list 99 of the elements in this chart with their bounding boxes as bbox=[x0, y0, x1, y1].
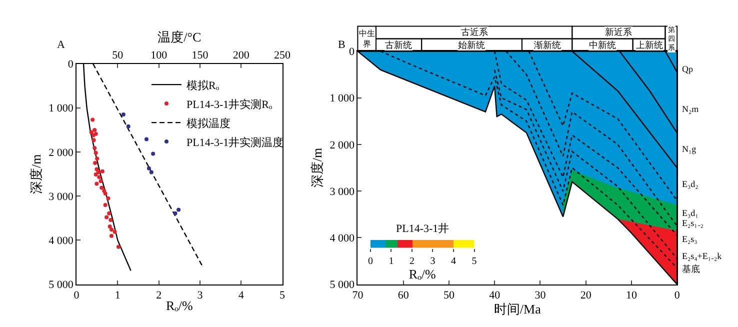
text: 上新统 bbox=[636, 40, 663, 50]
x-tick-label: 10 bbox=[626, 290, 638, 302]
bar bbox=[453, 240, 474, 248]
point bbox=[94, 167, 99, 172]
chart-title: PL14-3-1井 bbox=[396, 222, 450, 235]
x-tick-label: 40 bbox=[489, 290, 501, 302]
point bbox=[98, 179, 103, 184]
x-axis-title: Rₒ/% bbox=[408, 266, 436, 282]
point bbox=[107, 211, 112, 216]
chart-title: A bbox=[57, 39, 65, 51]
legend-label: 模拟Rₒ bbox=[186, 78, 220, 92]
text: E₃d₁ bbox=[682, 208, 698, 218]
text: 中新统 bbox=[589, 40, 616, 50]
bar bbox=[385, 240, 398, 248]
x-axis-title: Rₒ/% bbox=[166, 298, 193, 314]
x2-axis-title: 温度/°C bbox=[158, 29, 202, 44]
point bbox=[100, 186, 104, 190]
point bbox=[103, 191, 108, 196]
x-tick-label: 30 bbox=[534, 290, 546, 302]
point bbox=[110, 234, 114, 238]
point bbox=[93, 161, 98, 166]
point bbox=[108, 224, 112, 229]
point bbox=[103, 202, 108, 207]
y-tick-label: 0 bbox=[68, 58, 74, 71]
x2-tick-label: 200 bbox=[232, 49, 250, 62]
point bbox=[108, 218, 113, 222]
line-series bbox=[82, 64, 132, 272]
x-tick-label: 70 bbox=[352, 290, 364, 302]
text: E₂s₁₋₂ bbox=[682, 218, 704, 228]
x-tick-label: 1 bbox=[114, 290, 120, 302]
point bbox=[104, 215, 109, 220]
text: E₂s₃ bbox=[682, 234, 698, 244]
y-tick-label: 5 000 bbox=[48, 279, 74, 292]
text: N₂m bbox=[682, 104, 699, 114]
point bbox=[94, 182, 99, 186]
text: Qp bbox=[682, 64, 694, 74]
x-tick-label: 50 bbox=[443, 290, 455, 302]
x-tick-label: 3 bbox=[430, 256, 436, 267]
text: 中生界 bbox=[359, 29, 375, 48]
bar bbox=[370, 240, 386, 248]
x-tick-label: 2 bbox=[409, 256, 414, 267]
point bbox=[100, 169, 104, 174]
y-tick-label: 4 000 bbox=[330, 232, 356, 245]
point bbox=[90, 118, 95, 122]
text: 渐新统 bbox=[534, 40, 561, 50]
point bbox=[92, 146, 97, 150]
x-tick-label: 0 bbox=[368, 256, 373, 267]
x-tick-label: 1 bbox=[388, 256, 394, 267]
x-tick-label: 4 bbox=[451, 256, 456, 267]
x-axis-title: 时间/Ma bbox=[494, 302, 542, 317]
y-tick-label: 1 000 bbox=[330, 92, 356, 105]
text: E₂s₄+E₁₋₂k bbox=[682, 251, 722, 261]
y-tick-label: 3 000 bbox=[48, 190, 74, 203]
text: E₃d₂ bbox=[682, 179, 698, 189]
x-tick-label: 60 bbox=[398, 290, 410, 302]
text: 基底 bbox=[682, 264, 700, 274]
point bbox=[91, 133, 96, 138]
x-tick-label: 20 bbox=[580, 290, 592, 302]
bar bbox=[397, 240, 412, 248]
y-tick-label: 5 000 bbox=[330, 279, 356, 292]
x-tick-label: 5 bbox=[472, 256, 477, 267]
text: 古近系 bbox=[461, 27, 488, 37]
y-tick-label: 3 000 bbox=[330, 186, 356, 198]
text: 古新统 bbox=[385, 40, 412, 50]
y-tick-label: 4 000 bbox=[48, 235, 74, 248]
x-tick-label: 0 bbox=[674, 290, 680, 302]
y-tick-label: 2 000 bbox=[330, 139, 356, 152]
y-tick-label: 0 bbox=[349, 46, 356, 58]
legend-label: PL14-3-1井实测Rₒ bbox=[186, 98, 272, 111]
x-tick-label: 5 bbox=[280, 290, 286, 302]
x-tick-label: 4 bbox=[238, 290, 244, 302]
point bbox=[112, 230, 117, 234]
point bbox=[92, 128, 97, 132]
point bbox=[94, 150, 98, 155]
chart-title: B bbox=[338, 39, 346, 51]
y-tick-label: 1 000 bbox=[48, 102, 74, 115]
x2-tick-label: 250 bbox=[274, 49, 292, 62]
y-axis-title: 深度/m bbox=[310, 148, 325, 188]
y-tick-label: 2 000 bbox=[48, 146, 74, 159]
bar bbox=[412, 240, 454, 248]
text: 新近系 bbox=[605, 27, 632, 37]
y-axis-title: 深度/m bbox=[28, 154, 44, 194]
point bbox=[106, 196, 110, 200]
point bbox=[89, 130, 94, 134]
text: 始新统 bbox=[458, 40, 485, 50]
point bbox=[95, 156, 100, 161]
x2-tick-label: 50 bbox=[112, 49, 124, 62]
point bbox=[97, 175, 102, 180]
x-tick-label: 2 bbox=[156, 290, 162, 302]
x2-tick-label: 150 bbox=[192, 49, 209, 62]
x-tick-label: 3 bbox=[197, 290, 204, 302]
point bbox=[92, 138, 96, 142]
point bbox=[110, 228, 114, 232]
point bbox=[116, 244, 121, 249]
text: N₁g bbox=[682, 144, 697, 154]
x2-tick-label: 100 bbox=[150, 49, 168, 62]
point bbox=[94, 172, 98, 176]
legend-label: PL14-3-1井实测温度 bbox=[186, 136, 284, 149]
legend-label: 模拟温度 bbox=[186, 116, 230, 130]
